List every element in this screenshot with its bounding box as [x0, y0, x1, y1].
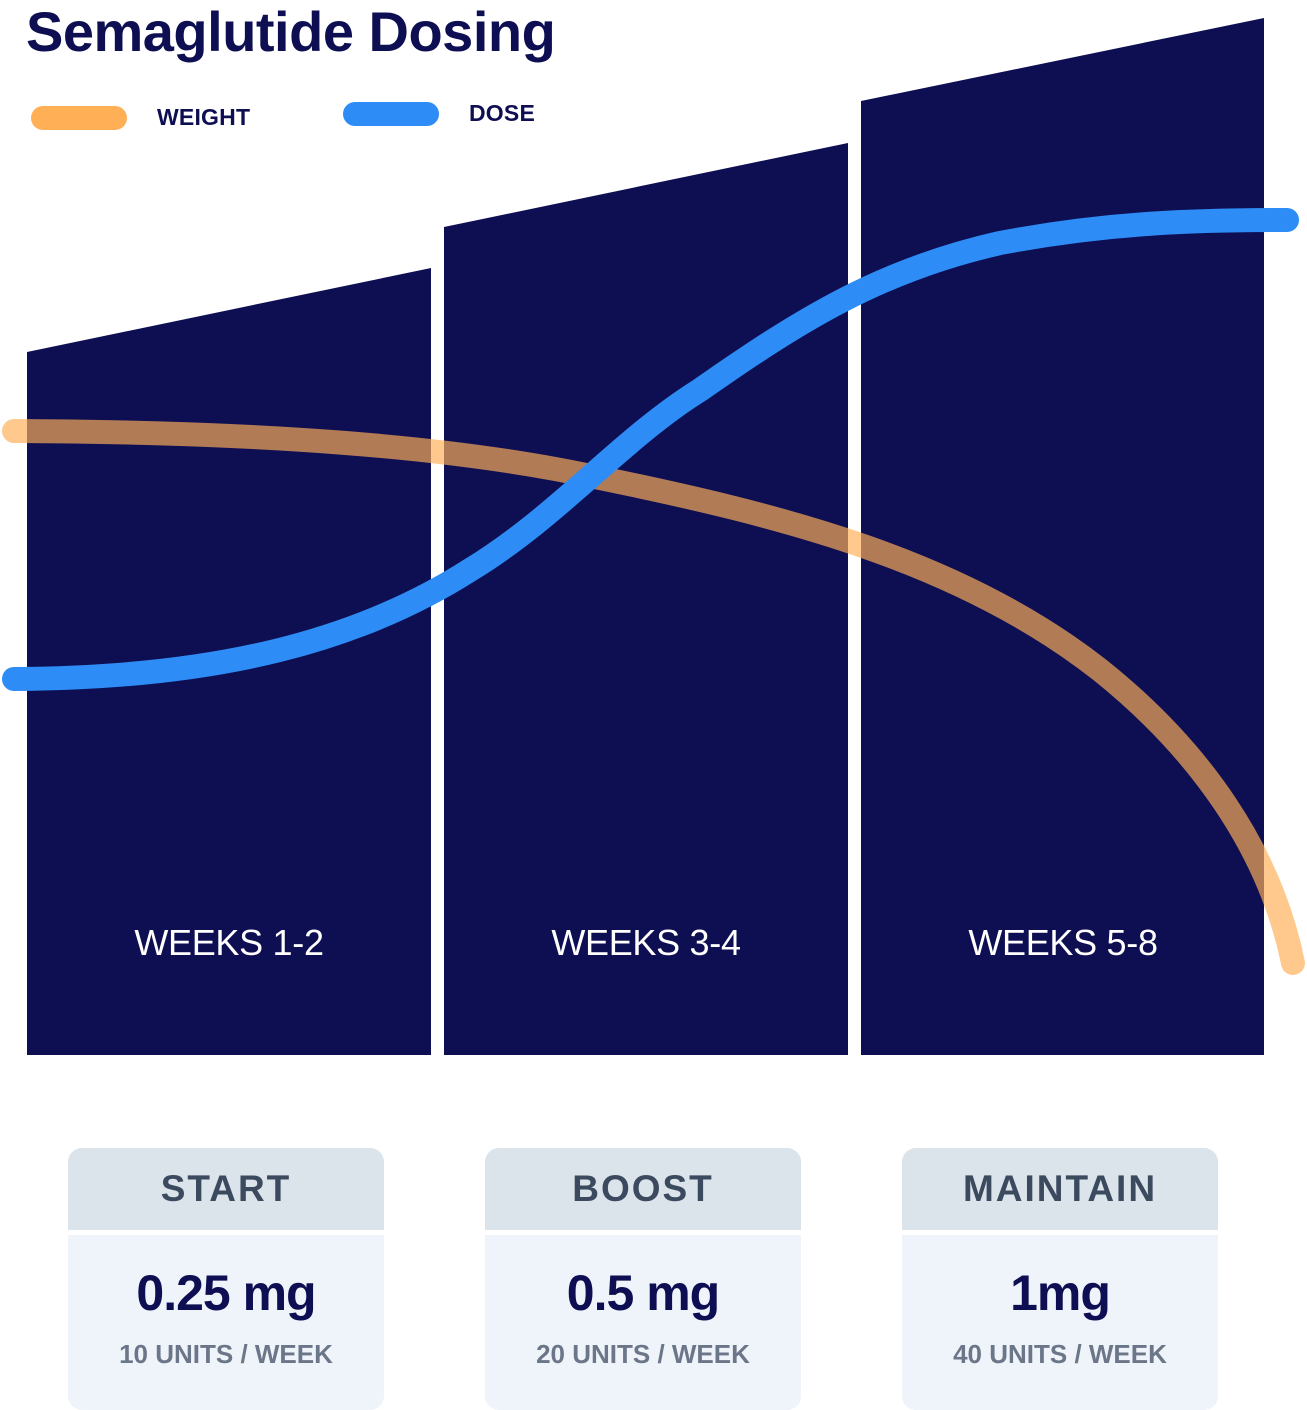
weight-swatch-icon: [31, 105, 127, 130]
legend-label-dose: DOSE: [469, 100, 535, 126]
dose-line: [2, 208, 1299, 691]
card-units: 40 UNITS / WEEK: [953, 1339, 1167, 1369]
card-dose: 0.5 mg: [566, 1265, 720, 1321]
chart-area: [2, 18, 1305, 1055]
card-title: START: [68, 1148, 384, 1235]
card-units: 10 UNITS / WEEK: [119, 1339, 333, 1369]
chart-title: Semaglutide Dosing: [26, 0, 556, 63]
bar-weeks-3-4: [444, 143, 848, 1055]
card-title: MAINTAIN: [902, 1148, 1218, 1235]
card-boost: BOOST 0.5 mg 20 UNITS / WEEK: [485, 1148, 801, 1410]
legend-dose: DOSE: [343, 100, 535, 127]
card-start: START 0.25 mg 10 UNITS / WEEK: [68, 1148, 384, 1410]
phase-label-weeks-5-8: WEEKS 5-8: [968, 922, 1158, 963]
phase-label-weeks-3-4: WEEKS 3-4: [551, 922, 741, 963]
legend-weight: WEIGHT: [31, 104, 250, 131]
phase-label-weeks-1-2: WEEKS 1-2: [134, 922, 324, 963]
card-maintain: MAINTAIN 1mg 40 UNITS / WEEK: [902, 1148, 1218, 1410]
card-units: 20 UNITS / WEEK: [536, 1339, 750, 1369]
card-dose: 0.25 mg: [136, 1265, 316, 1321]
card-title: BOOST: [485, 1148, 801, 1235]
weight-line: [2, 419, 1305, 975]
legend-label-weight: WEIGHT: [157, 104, 251, 130]
bar-weeks-5-8: [861, 18, 1264, 1055]
dose-swatch-icon: [343, 101, 439, 126]
card-dose: 1mg: [1010, 1265, 1111, 1321]
